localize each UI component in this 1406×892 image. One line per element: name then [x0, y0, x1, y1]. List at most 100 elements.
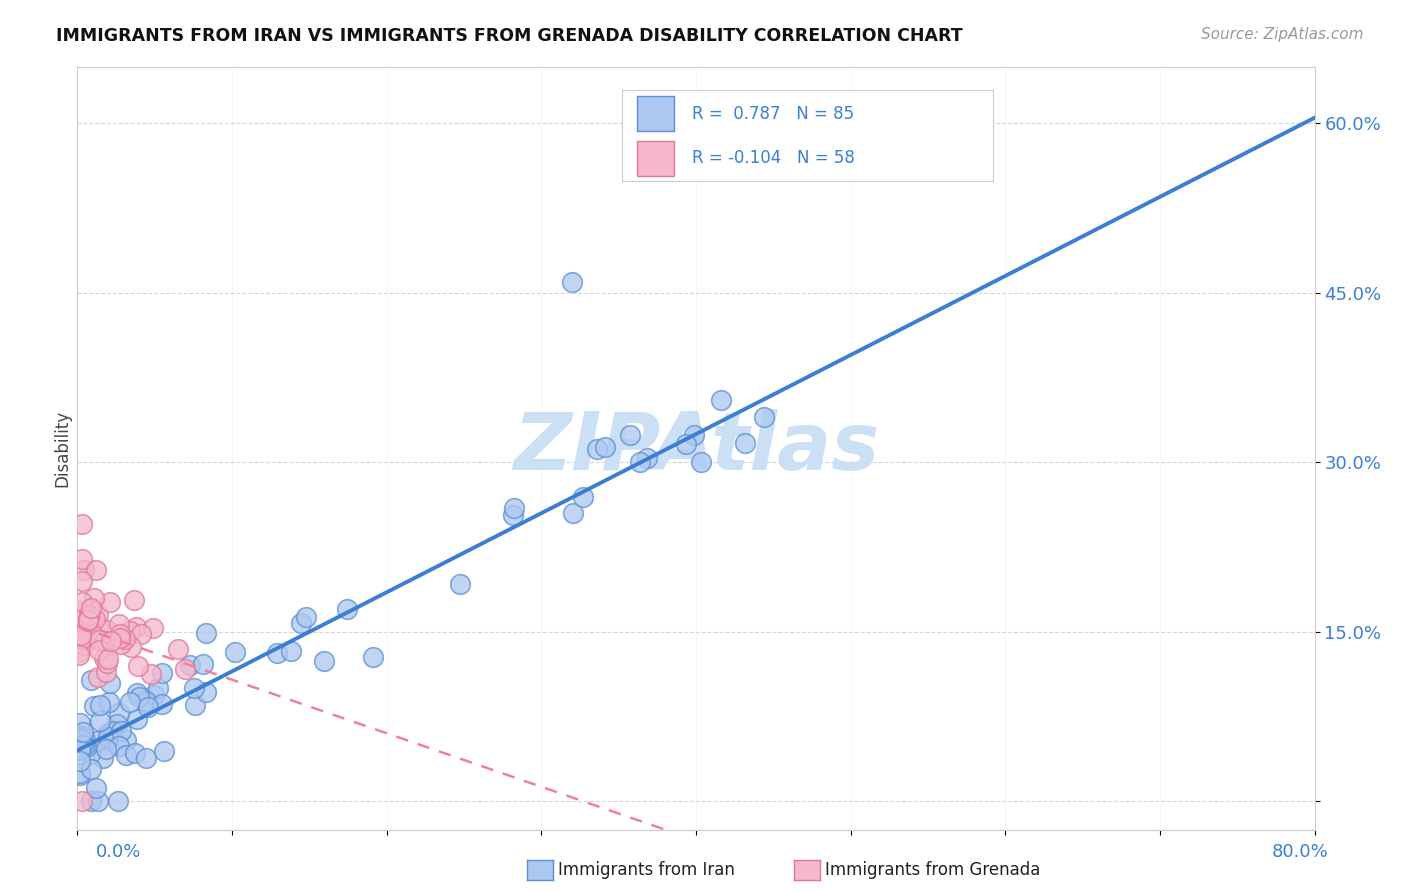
Point	[72, 610, 94, 624]
Point	[139, 667, 162, 681]
Point	[115, 747, 138, 762]
Point	[70, 738, 93, 752]
Point	[79, 603, 101, 617]
Point	[179, 657, 201, 672]
Point	[124, 746, 146, 760]
Point	[91, 751, 114, 765]
Point	[96, 665, 118, 679]
Point	[87, 608, 110, 623]
Point	[675, 436, 697, 450]
Point	[89, 698, 111, 712]
Point	[67, 648, 90, 662]
Text: Immigrants from Iran: Immigrants from Iran	[558, 861, 735, 879]
Point	[97, 730, 120, 744]
Point	[449, 577, 471, 591]
Point	[107, 794, 129, 808]
Point	[96, 657, 118, 671]
Point	[115, 732, 138, 747]
Point	[70, 517, 93, 532]
Point	[195, 626, 218, 640]
Point	[100, 725, 122, 739]
Point	[105, 716, 128, 731]
Point	[93, 650, 115, 665]
Point	[79, 747, 101, 761]
Point	[96, 734, 118, 748]
Point	[135, 693, 157, 707]
Point	[502, 508, 524, 522]
Point	[94, 742, 117, 756]
Point	[84, 612, 107, 626]
Point	[107, 706, 129, 721]
Point	[79, 631, 101, 645]
Point	[77, 613, 100, 627]
Point	[77, 609, 100, 624]
Point	[127, 659, 149, 673]
Point	[107, 616, 129, 631]
Point	[70, 611, 93, 625]
Point	[153, 744, 176, 758]
Point	[336, 601, 359, 615]
Point	[96, 623, 118, 637]
Point	[135, 750, 157, 764]
Text: Source: ZipAtlas.com: Source: ZipAtlas.com	[1201, 27, 1364, 42]
Point	[72, 730, 94, 744]
Point	[87, 794, 110, 808]
Point	[280, 644, 302, 658]
Point	[77, 607, 100, 622]
Point	[312, 654, 335, 668]
Point	[69, 730, 91, 744]
Point	[125, 620, 148, 634]
Point	[572, 491, 595, 505]
Point	[89, 642, 111, 657]
Point	[108, 631, 131, 645]
Point	[108, 627, 131, 641]
Point	[128, 690, 150, 704]
Point	[561, 275, 583, 289]
Point	[173, 662, 195, 676]
Point	[142, 621, 165, 635]
Point	[150, 698, 173, 712]
Point	[70, 618, 93, 632]
Point	[67, 644, 90, 658]
Point	[80, 762, 103, 776]
Point	[69, 742, 91, 756]
Point	[619, 428, 641, 442]
Point	[503, 500, 526, 515]
Point	[87, 619, 110, 633]
Point	[636, 451, 658, 466]
Point	[69, 632, 91, 646]
Point	[69, 765, 91, 780]
Point	[67, 604, 90, 618]
Text: ZIPAtlas: ZIPAtlas	[513, 409, 879, 487]
Point	[148, 681, 170, 696]
Point	[67, 637, 90, 651]
Point	[98, 695, 121, 709]
Point	[80, 794, 103, 808]
Point	[86, 780, 108, 795]
Point	[100, 634, 122, 648]
Point	[191, 657, 214, 671]
Point	[266, 646, 288, 660]
Point	[136, 699, 159, 714]
Point	[82, 628, 104, 642]
Point	[586, 442, 609, 456]
Point	[96, 651, 118, 665]
Point	[561, 506, 583, 520]
Point	[70, 627, 93, 641]
Point	[184, 698, 207, 712]
Point	[97, 725, 120, 739]
Point	[72, 631, 94, 645]
Text: 80.0%: 80.0%	[1272, 843, 1329, 861]
Point	[734, 436, 756, 450]
Point	[290, 616, 312, 631]
Point	[98, 676, 121, 690]
Point	[361, 650, 384, 665]
Point	[183, 681, 205, 695]
Point	[70, 595, 93, 609]
Point	[75, 734, 97, 748]
Point	[143, 689, 166, 703]
Point	[683, 428, 706, 442]
Point	[76, 614, 98, 628]
Text: IMMIGRANTS FROM IRAN VS IMMIGRANTS FROM GRENADA DISABILITY CORRELATION CHART: IMMIGRANTS FROM IRAN VS IMMIGRANTS FROM …	[56, 27, 963, 45]
Point	[122, 593, 145, 607]
